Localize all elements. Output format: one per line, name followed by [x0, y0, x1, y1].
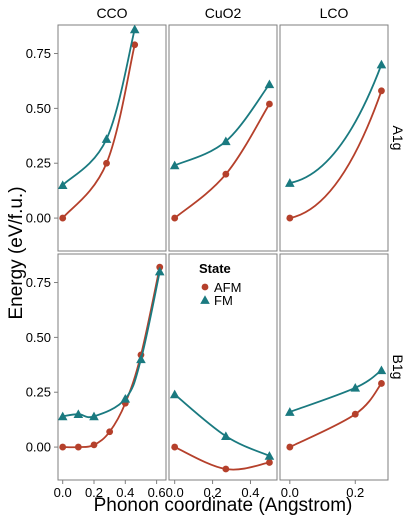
- data-point-fm: [285, 178, 295, 187]
- data-point-afm: [171, 214, 179, 222]
- data-point-fm: [154, 266, 165, 276]
- x-tick-label: 0.2: [204, 485, 222, 500]
- data-point-afm: [106, 428, 114, 436]
- panels-layer: [57, 24, 389, 481]
- facet-strips-layer: CCO CuO2 LCO A1g B1g: [96, 5, 406, 379]
- data-point-fm: [136, 354, 146, 364]
- data-point-afm: [266, 100, 273, 108]
- data-point-afm: [74, 443, 82, 451]
- facet-label-lco: LCO: [320, 5, 349, 21]
- y-tick-label: 0.00: [26, 440, 51, 455]
- data-point-afm: [222, 170, 230, 178]
- data-point-afm: [103, 159, 110, 167]
- panel-cco-b1g: [57, 253, 167, 481]
- x-tick-label: 0.4: [116, 485, 134, 500]
- data-point-fm: [221, 136, 231, 146]
- panel-plot-area: [58, 263, 165, 451]
- y-tick-label: 0.00: [26, 211, 51, 226]
- data-point-afm: [378, 87, 385, 95]
- x-tick-label: 0.4: [241, 485, 259, 500]
- series-line-fm: [288, 63, 383, 184]
- y-tick-label: 0.75: [26, 275, 51, 290]
- facet-label-a1g: A1g: [390, 126, 406, 151]
- panel-cco-a1g: [57, 24, 167, 252]
- data-point-fm: [120, 394, 131, 403]
- x-tick-label: 0.2: [85, 485, 103, 500]
- y-tick-label: 0.75: [26, 46, 51, 61]
- panel-frame: [57, 24, 167, 252]
- panel-plot-area: [169, 389, 275, 473]
- panel-lco-b1g: [279, 253, 389, 481]
- legend-item-afm: AFM: [199, 280, 241, 295]
- data-point-fm: [58, 180, 68, 190]
- legend-label-afm: AFM: [214, 280, 241, 295]
- data-point-fm: [350, 383, 361, 392]
- data-point-fm: [101, 134, 112, 143]
- data-point-fm: [129, 25, 140, 34]
- data-point-afm: [59, 214, 67, 222]
- panel-frame: [57, 253, 167, 481]
- data-point-fm: [264, 79, 275, 89]
- panel-frame: [168, 24, 278, 252]
- data-point-afm: [222, 465, 230, 473]
- panel-cuo2-b1g: [168, 253, 278, 481]
- data-point-fm: [376, 365, 387, 375]
- y-axis-title: Energy (eV/f.u.): [6, 186, 27, 319]
- data-point-fm: [221, 431, 231, 440]
- data-point-afm: [59, 443, 67, 451]
- panel-plot-area: [169, 79, 275, 222]
- data-point-afm: [131, 41, 139, 49]
- x-tick-label: 0.2: [346, 485, 364, 500]
- panel-frame: [279, 253, 389, 481]
- x-axis-title: Phonon coordinate (Angstrom): [94, 495, 353, 516]
- y-tick-label: 0.25: [26, 385, 51, 400]
- data-point-fm: [89, 411, 99, 421]
- legend-title: State: [199, 261, 231, 276]
- y-tick-label: 0.25: [26, 156, 51, 171]
- x-tick-label: 0.0: [166, 485, 184, 500]
- data-point-afm: [286, 214, 294, 222]
- data-point-fm: [58, 411, 68, 421]
- x-tick-label: 0.0: [54, 485, 72, 500]
- data-point-afm: [286, 443, 294, 451]
- data-point-fm: [73, 409, 84, 419]
- legend-marker-afm: [201, 283, 209, 291]
- y-tick-label: 0.50: [26, 330, 51, 345]
- legend-item-fm: FM: [199, 293, 233, 308]
- data-point-fm: [376, 59, 387, 69]
- x-tick-label: 0.0: [281, 485, 299, 500]
- panel-plot-area: [285, 365, 387, 451]
- facet-label-cuo2: CuO2: [205, 5, 242, 21]
- data-point-fm: [285, 407, 295, 416]
- series-line-afm: [288, 89, 383, 219]
- legend-label-fm: FM: [214, 293, 233, 308]
- data-point-afm: [171, 443, 179, 451]
- x-tick-label: 0.6: [148, 485, 166, 500]
- data-point-afm: [90, 441, 98, 449]
- panel-cuo2-a1g: [168, 24, 278, 252]
- panel-lco-a1g: [279, 24, 389, 252]
- panel-frame: [168, 253, 278, 481]
- data-point-afm: [351, 410, 359, 418]
- facet-label-cco: CCO: [96, 5, 127, 21]
- facet-label-b1g: B1g: [390, 355, 406, 380]
- axes-layer: 0.00 0.25 0.50 0.75 0.00 0.25 0.50 0.75 0.0 0.2 0.…: [26, 46, 365, 500]
- data-point-afm: [266, 459, 273, 466]
- data-point-fm: [169, 389, 180, 399]
- panel-frame: [279, 24, 389, 252]
- y-tick-label: 0.50: [26, 101, 51, 116]
- series-line-afm: [61, 43, 136, 219]
- legend-marker-fm: [200, 295, 210, 304]
- data-point-afm: [378, 380, 385, 387]
- data-point-fm: [264, 451, 275, 460]
- data-point-fm: [169, 160, 180, 170]
- panel-plot-area: [285, 59, 387, 222]
- panel-plot-area: [58, 25, 140, 222]
